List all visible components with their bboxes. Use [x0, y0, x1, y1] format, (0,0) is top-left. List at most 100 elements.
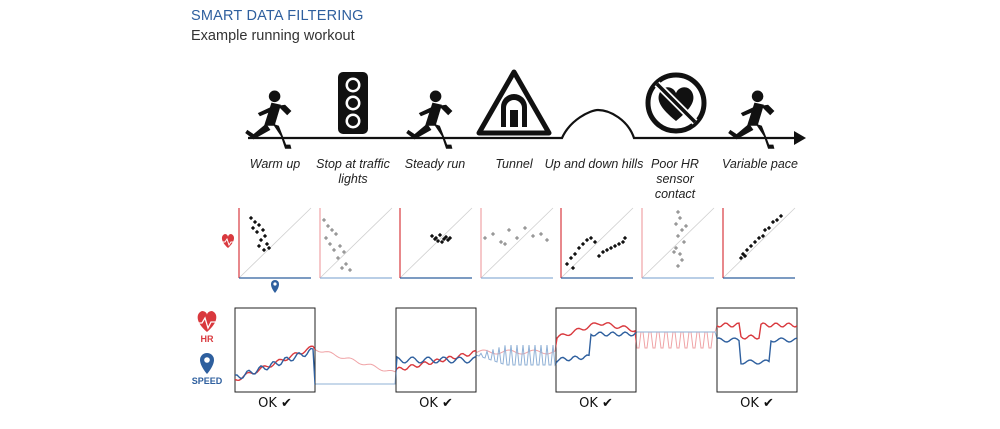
scatter-point: [502, 241, 508, 247]
scatter-point: [339, 265, 345, 271]
scatter-panel: [641, 207, 715, 279]
hr-line: [556, 322, 636, 350]
hr-line: [717, 322, 797, 340]
stage-label-variable-pace: Variable pace: [722, 157, 798, 171]
scatter-point: [343, 261, 349, 267]
checkmark-icon: ✔: [602, 396, 613, 411]
scatter-point: [616, 241, 622, 247]
scatter-point: [514, 235, 520, 241]
scatter-point: [347, 267, 353, 273]
runner-icon: [245, 90, 292, 149]
scatter-point: [600, 249, 606, 255]
no-heart-icon: [645, 72, 707, 134]
scatter-point: [679, 257, 685, 263]
ok-window-frame: [716, 307, 798, 393]
ok-text: OK: [258, 396, 277, 411]
scatter-point: [262, 233, 268, 239]
scatter-point: [612, 243, 618, 249]
scatter-point: [683, 223, 689, 229]
header: SMART DATA FILTERING Example running wor…: [191, 8, 364, 44]
scatter-point: [675, 263, 681, 269]
location-pin-icon: [271, 280, 279, 293]
diagonal-reference: [480, 207, 554, 279]
scatter-point: [744, 247, 750, 253]
ok-window-frame: [555, 307, 637, 393]
scatter-point: [622, 235, 628, 241]
scatter-point: [331, 247, 337, 253]
scatter-point: [580, 241, 586, 247]
speed-line: [396, 355, 476, 380]
scatter-point: [260, 227, 266, 233]
scatter-point: [264, 241, 270, 247]
scatter-point: [329, 227, 335, 233]
diagram-title: SMART DATA FILTERING: [191, 8, 364, 24]
scatter-point: [588, 235, 594, 241]
scatter-point: [482, 235, 488, 241]
stage-label-steady-run: Steady run: [404, 157, 466, 171]
stage-label-poor-hr-sensor-contact: Poor HR sensor contact: [651, 157, 699, 201]
checkmark-icon: ✔: [442, 396, 453, 411]
ok-label: OK ✔: [396, 396, 476, 411]
scatter-point: [261, 247, 267, 253]
diagram-subtitle: Example running workout: [191, 28, 355, 44]
scatter-point: [266, 245, 272, 251]
traffic-light-icon: [338, 72, 368, 134]
scatter-point: [538, 231, 544, 237]
time-series: [234, 307, 798, 393]
scatter-point: [576, 245, 582, 251]
checkmark-icon: ✔: [281, 396, 292, 411]
scatter-panels: [238, 207, 796, 279]
scatter-point: [592, 239, 598, 245]
scatter-point: [544, 237, 550, 243]
scatter-point: [429, 233, 435, 239]
hr-line: [396, 349, 476, 372]
diagonal-reference: [641, 207, 715, 279]
ok-text: OK: [579, 396, 598, 411]
scatter-point: [572, 251, 578, 257]
scatter-point: [252, 219, 258, 225]
ok-window: [234, 307, 316, 393]
scatter-point: [673, 245, 679, 251]
stage-label-up-and-down-hills: Up and down hills: [544, 157, 644, 171]
scatter-point: [673, 221, 679, 227]
diagonal-reference: [722, 207, 796, 279]
scatter-point: [770, 219, 776, 225]
scatter-panel: [238, 207, 312, 279]
scatter-point: [522, 225, 528, 231]
speed-label: SPEED: [191, 376, 223, 386]
scatter-point: [766, 225, 772, 231]
ok-window-frame: [395, 307, 477, 393]
checkmark-icon: ✔: [763, 396, 774, 411]
scatter-point: [248, 215, 254, 221]
scatter-point: [250, 225, 256, 231]
scatter-point: [498, 239, 504, 245]
scatter-point: [321, 217, 327, 223]
ok-text: OK: [419, 396, 438, 411]
hr-label: HR: [200, 334, 214, 344]
scatter-point: [681, 239, 687, 245]
scatter-point: [568, 255, 574, 261]
timeline-axis: [248, 108, 796, 140]
scatter-point: [752, 239, 758, 245]
scatter-point: [327, 241, 333, 247]
ok-window-frame: [234, 307, 316, 393]
speed-line: [556, 331, 636, 365]
scatter-point: [778, 213, 784, 219]
scatter-point: [675, 209, 681, 215]
scatter-point: [774, 217, 780, 223]
scatter-point: [675, 233, 681, 239]
scatter-point: [258, 237, 264, 243]
scatter-panel: [480, 207, 554, 279]
runner-icon: [406, 90, 453, 149]
speed-line-filtered: [234, 331, 798, 385]
scatter-point: [584, 237, 590, 243]
scatter-point: [620, 239, 626, 245]
heart-pulse-icon: [196, 311, 218, 332]
scatter-point: [570, 265, 576, 271]
scatter-point: [677, 215, 683, 221]
ok-text: OK: [740, 396, 759, 411]
heart-pulse-icon: [221, 234, 235, 248]
scatter-point: [325, 223, 331, 229]
diagonal-reference: [238, 207, 312, 279]
